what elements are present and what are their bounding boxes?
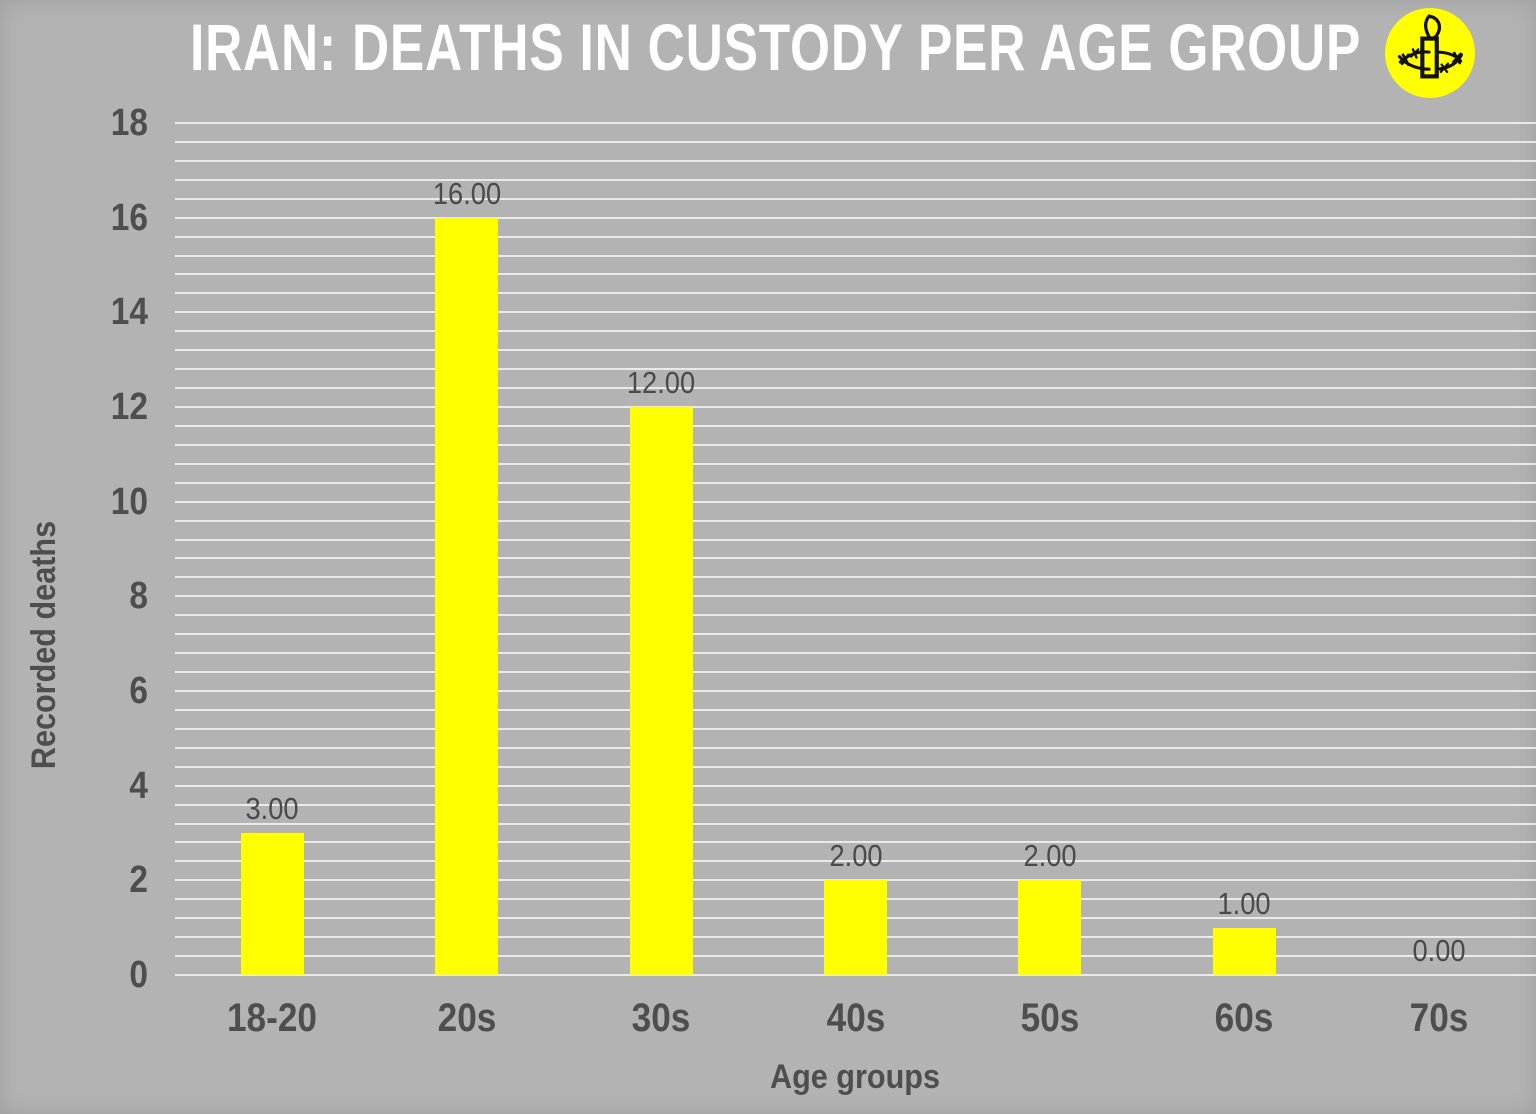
gridline	[175, 879, 1536, 882]
x-tick-label: 18-20	[227, 996, 318, 1040]
y-tick-label: 4	[129, 764, 148, 807]
gridline	[175, 235, 1536, 238]
gridline	[175, 500, 1536, 503]
gridline	[175, 557, 1536, 560]
gridline	[175, 765, 1536, 768]
y-tick-label: 0	[129, 954, 148, 996]
x-tick-label: 70s	[1409, 996, 1469, 1040]
gridline	[175, 292, 1536, 295]
gridline	[175, 197, 1536, 200]
x-tick-label: 40s	[826, 996, 885, 1040]
bar-20s	[435, 217, 499, 975]
gridline	[175, 349, 1536, 352]
candle-icon	[1397, 14, 1464, 79]
gridline	[175, 538, 1536, 541]
y-tick-label: 10	[110, 480, 148, 523]
gridline	[175, 122, 1536, 124]
bar-40s	[824, 880, 887, 975]
gridline	[175, 708, 1536, 711]
bar-value-label: 1.00	[1217, 885, 1271, 921]
y-tick-label: 12	[110, 386, 148, 428]
gridline	[175, 690, 1536, 692]
chart-title: IRAN: DEATHS IN CUSTODY PER AGE GROUP	[190, 10, 1362, 84]
bar-50s	[1018, 880, 1082, 975]
gridline	[175, 652, 1536, 655]
x-tick-label: 20s	[437, 996, 497, 1040]
gridline	[175, 671, 1536, 674]
x-tick-label: 30s	[631, 996, 691, 1040]
bar-value-label: 2.00	[1023, 838, 1077, 874]
gridline	[175, 822, 1536, 825]
y-tick-label: 16	[110, 196, 148, 239]
y-tick-label: 6	[129, 670, 148, 712]
gridline	[175, 216, 1536, 219]
x-axis-title: Age groups	[769, 1058, 941, 1096]
gridline	[175, 803, 1536, 806]
gridline	[175, 519, 1536, 522]
gridline	[175, 595, 1536, 598]
gridline	[175, 424, 1536, 427]
gridline	[175, 633, 1536, 636]
plot-area: 3.00 16.00 12.00 2.00 2.00 1.00 0.00	[175, 122, 1536, 976]
gridline	[175, 330, 1536, 333]
x-tick-label: 50s	[1020, 996, 1080, 1040]
bar-value-label: 2.00	[828, 838, 883, 874]
gridline	[175, 443, 1536, 446]
y-axis-title: Recorded deaths	[25, 520, 63, 770]
gridline	[175, 254, 1536, 257]
gridline	[175, 746, 1536, 749]
gridline	[175, 576, 1536, 579]
y-tick-label: 18	[110, 102, 148, 144]
gridline	[175, 974, 1536, 976]
amnesty-international-logo	[1385, 8, 1475, 98]
bar-value-label: 3.00	[245, 791, 299, 826]
gridline	[175, 481, 1536, 484]
gridline	[175, 614, 1536, 617]
y-tick-label: 8	[129, 575, 148, 618]
gridline	[175, 387, 1536, 390]
bar-value-label: 0.00	[1412, 933, 1466, 968]
gridline	[175, 727, 1536, 730]
gridline	[175, 311, 1536, 314]
bar-18-20	[240, 833, 304, 975]
gridline	[175, 273, 1536, 276]
gridline	[175, 784, 1536, 787]
gridline	[175, 178, 1536, 181]
gridline	[175, 368, 1536, 371]
y-tick-label: 14	[110, 291, 148, 334]
bar-60s	[1212, 927, 1276, 975]
gridline	[175, 140, 1536, 143]
gridline	[175, 841, 1536, 844]
y-tick-label: 2	[129, 859, 148, 902]
gridline	[175, 406, 1536, 408]
bar-value-label: 16.00	[432, 175, 501, 211]
gridline	[175, 159, 1536, 162]
bar-value-label: 12.00	[626, 365, 696, 400]
x-tick-label: 60s	[1214, 996, 1274, 1040]
gridline	[175, 860, 1536, 863]
gridline	[175, 462, 1536, 465]
bar-30s	[629, 407, 693, 975]
